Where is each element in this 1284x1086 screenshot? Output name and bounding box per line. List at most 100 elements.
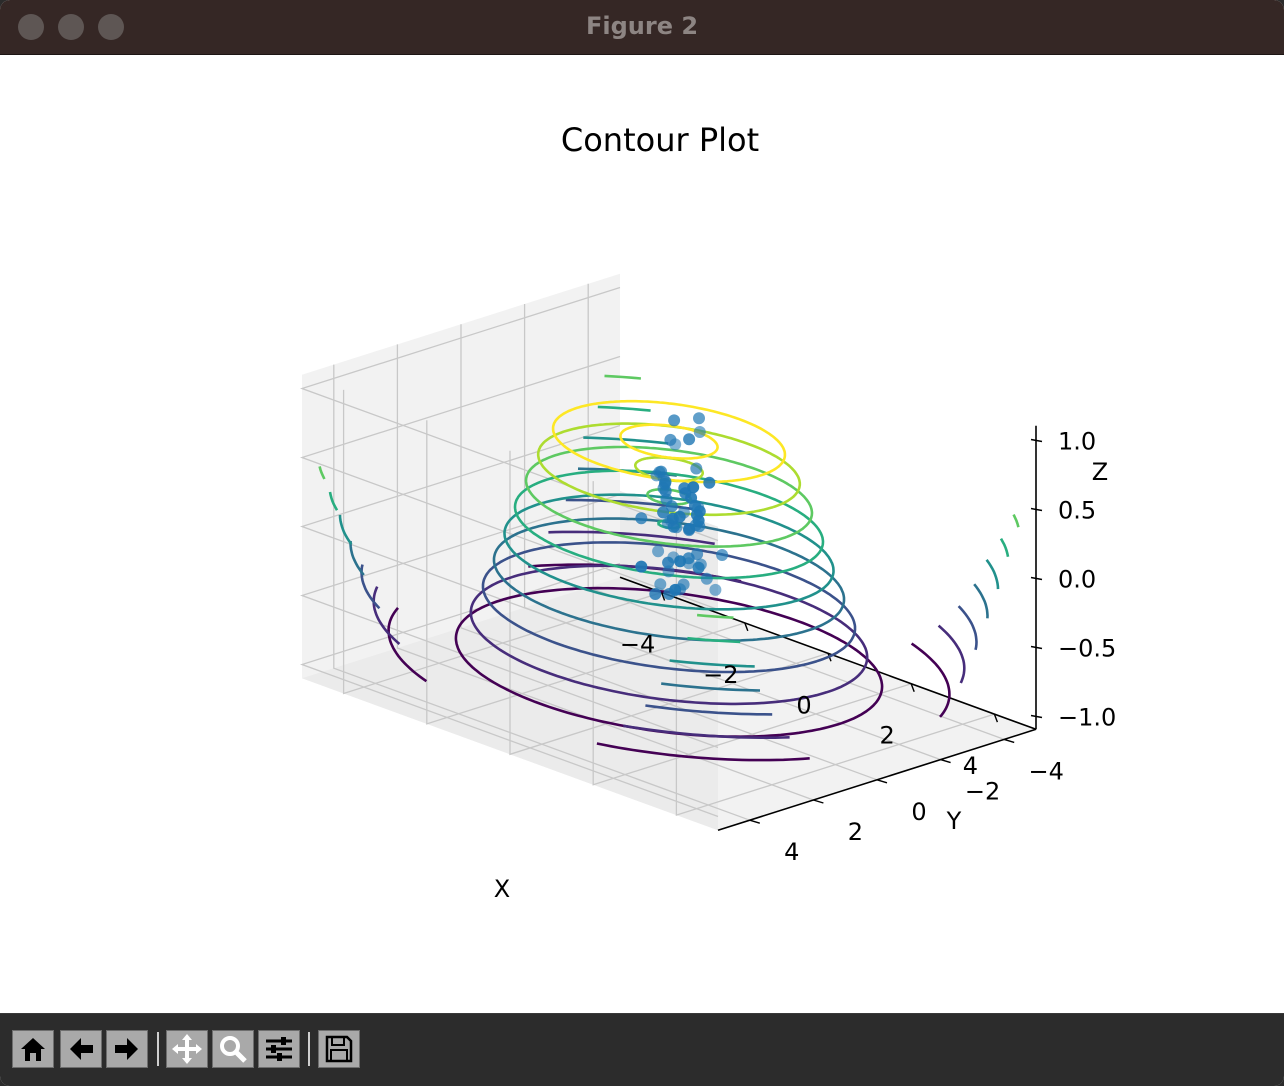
y-tick-mark bbox=[813, 799, 824, 804]
x-tick-mark bbox=[744, 622, 749, 632]
pan-button[interactable] bbox=[166, 1030, 208, 1068]
zoom-to-rect-button[interactable] bbox=[212, 1030, 254, 1068]
scatter-point bbox=[683, 433, 696, 446]
contour-line bbox=[524, 445, 814, 548]
minimize-window-button[interactable] bbox=[58, 14, 84, 40]
contour-line bbox=[604, 374, 642, 380]
scatter-point bbox=[650, 469, 663, 482]
scatter-point bbox=[691, 548, 704, 561]
scatter-point bbox=[657, 506, 670, 519]
save-figure-button[interactable] bbox=[318, 1030, 360, 1068]
scatter-point bbox=[685, 491, 698, 504]
contour-line bbox=[619, 423, 719, 460]
scatter-point bbox=[703, 476, 716, 489]
contour-plot-3d: Contour Plot X Y Z −4 −2 0 2 4 −4 −2 0 2 4 −1.0 −0.… bbox=[299, 121, 1116, 903]
scatter-point bbox=[649, 588, 662, 600]
scatter-point bbox=[662, 565, 675, 578]
save-icon bbox=[325, 1035, 353, 1063]
y-tick-label: 0 bbox=[911, 798, 926, 826]
axis-labels: X Y Z bbox=[494, 458, 1108, 903]
window-title: Figure 2 bbox=[585, 12, 699, 40]
zoom-window-button[interactable] bbox=[98, 14, 124, 40]
contour-line bbox=[910, 642, 951, 718]
z-tick-label: 1.0 bbox=[1058, 428, 1096, 456]
contour-line bbox=[687, 636, 741, 644]
configure-subplots-icon bbox=[266, 1037, 292, 1061]
x-tick-mark bbox=[910, 683, 915, 692]
y-tick-label: 2 bbox=[848, 818, 863, 846]
axis-lines bbox=[619, 425, 1043, 832]
contour-line bbox=[999, 537, 1010, 558]
contour-line bbox=[583, 436, 669, 445]
contour-line bbox=[469, 564, 869, 706]
z-grid-line bbox=[299, 424, 719, 680]
contour-line bbox=[536, 422, 802, 517]
navigation-toolbar bbox=[0, 1013, 1284, 1086]
scatter-point bbox=[654, 578, 667, 591]
contour-line bbox=[596, 742, 810, 762]
scatter-point bbox=[692, 561, 705, 574]
contour-line bbox=[973, 583, 989, 619]
z-tick-mark bbox=[1030, 507, 1043, 512]
y-tick-label: −4 bbox=[1029, 757, 1064, 785]
x-tick-mark bbox=[660, 592, 666, 601]
scatter-point bbox=[635, 512, 648, 525]
contour-line bbox=[372, 586, 401, 645]
z-grid-line bbox=[299, 355, 719, 611]
close-window-button[interactable] bbox=[18, 14, 44, 40]
y-tick-mark bbox=[876, 779, 888, 784]
y-tick-mark bbox=[1003, 738, 1015, 744]
contour-line bbox=[387, 607, 428, 683]
z-tick-mark bbox=[1030, 438, 1043, 443]
z-tick-mark bbox=[1030, 714, 1043, 719]
toolbar-separator bbox=[157, 1032, 159, 1066]
scatter-point bbox=[692, 514, 705, 527]
x-tick-label: −2 bbox=[703, 661, 738, 689]
contour-line bbox=[1012, 514, 1020, 528]
scatter-point bbox=[664, 514, 677, 527]
z-tick-label: 0.5 bbox=[1058, 497, 1096, 525]
y-tick-mark bbox=[749, 819, 761, 824]
home-button[interactable] bbox=[12, 1030, 54, 1068]
title-bar: Figure 2 bbox=[0, 0, 1284, 55]
z-tick-mark bbox=[1030, 576, 1043, 581]
scatter-points bbox=[635, 412, 729, 600]
contour-line bbox=[548, 530, 715, 546]
x-grid-line bbox=[675, 511, 995, 816]
contour-line bbox=[597, 405, 651, 412]
contour-line bbox=[338, 514, 353, 545]
contour-line bbox=[937, 624, 966, 684]
x-tick-label: 4 bbox=[963, 752, 978, 780]
back-button[interactable] bbox=[60, 1030, 102, 1068]
scatter-point bbox=[659, 475, 672, 488]
forward-button[interactable] bbox=[106, 1030, 148, 1068]
x-grid-line bbox=[509, 450, 829, 756]
y-axis-label: Y bbox=[946, 807, 962, 835]
x-tick-label: 0 bbox=[796, 691, 811, 719]
contour-line bbox=[623, 724, 790, 740]
x-tick-mark bbox=[993, 713, 999, 723]
scatter-point bbox=[683, 524, 696, 537]
pan-icon bbox=[172, 1034, 202, 1064]
scatter-point bbox=[635, 560, 648, 573]
scatter-point bbox=[664, 433, 677, 446]
home-icon bbox=[21, 1038, 45, 1061]
z-grid-line bbox=[299, 493, 719, 749]
contour-line bbox=[645, 704, 773, 716]
scatter-point bbox=[652, 545, 665, 558]
y-grid-line bbox=[460, 324, 878, 781]
x-grid-line bbox=[426, 420, 745, 725]
scatter-point bbox=[690, 462, 703, 475]
contour-line bbox=[318, 466, 326, 480]
scatter-point bbox=[687, 481, 700, 494]
z-axis-label: Z bbox=[1092, 458, 1108, 486]
z-tick-label: −0.5 bbox=[1058, 635, 1116, 663]
plot-canvas[interactable]: Contour Plot X Y Z −4 −2 0 2 4 −4 −2 0 2 4 −1.0 −0.… bbox=[4, 55, 1284, 1013]
scatter-point bbox=[668, 414, 681, 427]
scatter-point bbox=[682, 557, 695, 570]
y-tick-label: 4 bbox=[784, 838, 799, 866]
configure-subplots-button[interactable] bbox=[258, 1030, 300, 1068]
contour-line bbox=[985, 559, 1000, 590]
y-grid-line bbox=[333, 364, 751, 821]
scatter-point bbox=[693, 412, 705, 425]
